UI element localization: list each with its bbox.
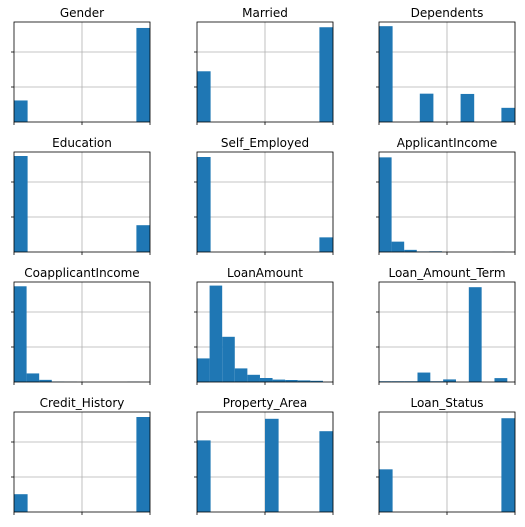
histogram-bar bbox=[209, 285, 223, 382]
panel-title: ApplicantIncome bbox=[397, 136, 498, 150]
histogram-bar bbox=[443, 379, 456, 382]
panel-title: LoanAmount bbox=[227, 266, 303, 280]
panel-title: Loan_Status bbox=[410, 396, 483, 410]
histogram-bar bbox=[310, 380, 323, 382]
histogram-bar bbox=[14, 494, 28, 512]
histogram-bar bbox=[197, 157, 211, 252]
axes-frame bbox=[13, 281, 151, 383]
axes-frame bbox=[196, 151, 334, 253]
histogram-panel-loan-amount-term: Loan_Amount_Term bbox=[376, 266, 516, 385]
histogram-panel-gender: Gender bbox=[11, 6, 151, 125]
histogram-bar bbox=[39, 379, 52, 382]
panel-title: Married bbox=[242, 6, 288, 20]
histogram-bar bbox=[379, 469, 393, 512]
axes-frame bbox=[378, 21, 516, 123]
histogram-bar bbox=[197, 71, 211, 122]
histogram-bar bbox=[379, 26, 393, 123]
panel-title: CoapplicantIncome bbox=[24, 266, 139, 280]
histogram-bar bbox=[272, 379, 286, 382]
histogram-bar bbox=[197, 358, 210, 382]
histogram-bar bbox=[460, 93, 475, 122]
histogram-bar bbox=[197, 440, 211, 512]
histogram-bar bbox=[14, 286, 27, 382]
axes-frame bbox=[378, 151, 516, 253]
panel-title: Education bbox=[52, 136, 112, 150]
histogram-bar bbox=[259, 378, 273, 382]
axes-frame bbox=[196, 281, 334, 383]
histogram-panel-applicantincome: ApplicantIncome bbox=[376, 136, 516, 255]
histogram-bar bbox=[14, 156, 28, 252]
axes-frame bbox=[13, 151, 151, 253]
axes-frame bbox=[13, 411, 151, 513]
axes-frame bbox=[378, 411, 516, 513]
histogram-panel-dependents: Dependents bbox=[376, 6, 516, 125]
histogram-bar bbox=[404, 249, 417, 252]
histogram-bar bbox=[419, 93, 434, 122]
histogram-panel-education: Education bbox=[11, 136, 151, 255]
histogram-bar bbox=[285, 380, 298, 382]
histogram-bar bbox=[247, 374, 260, 382]
histogram-bar bbox=[265, 418, 279, 512]
histogram-bar bbox=[136, 417, 150, 512]
panel-title: Self_Employed bbox=[221, 136, 309, 150]
histogram-bar bbox=[494, 378, 508, 382]
histogram-panel-married: Married bbox=[194, 6, 334, 125]
histogram-bar bbox=[319, 431, 333, 512]
histogram-panel-loanamount: LoanAmount bbox=[194, 266, 334, 385]
histogram-bar bbox=[319, 237, 333, 252]
histogram-panel-loan-status: Loan_Status bbox=[376, 396, 516, 515]
histogram-bar bbox=[417, 372, 431, 382]
panel-title: Loan_Amount_Term bbox=[388, 266, 505, 280]
histogram-bar bbox=[14, 100, 28, 122]
histogram-bar bbox=[468, 287, 482, 382]
histogram-bar bbox=[501, 418, 515, 512]
histogram-bar bbox=[319, 27, 333, 122]
histogram-bar bbox=[379, 157, 392, 252]
panel-title: Property_Area bbox=[223, 396, 307, 410]
axes-frame bbox=[196, 411, 334, 513]
histogram-panel-credit-history: Credit_History bbox=[11, 396, 151, 515]
axes-frame bbox=[378, 281, 516, 383]
histogram-bar bbox=[391, 241, 405, 252]
panel-title: Credit_History bbox=[40, 396, 125, 410]
histogram-bar bbox=[136, 27, 150, 122]
histogram-panel-self-employed: Self_Employed bbox=[194, 136, 334, 255]
histogram-bar bbox=[501, 107, 515, 122]
histogram-bar bbox=[297, 380, 311, 382]
panel-title: Dependents bbox=[411, 6, 484, 20]
histogram-bar bbox=[234, 368, 248, 382]
histogram-bar bbox=[222, 336, 235, 382]
histogram-bar bbox=[136, 225, 150, 252]
axes-frame bbox=[196, 21, 334, 123]
histogram-bar bbox=[26, 373, 40, 382]
histogram-panel-property-area: Property_Area bbox=[194, 396, 334, 515]
axes-frame bbox=[13, 21, 151, 123]
panel-title: Gender bbox=[60, 6, 104, 20]
histogram-panel-coapplicantincome: CoapplicantIncome bbox=[11, 266, 151, 385]
